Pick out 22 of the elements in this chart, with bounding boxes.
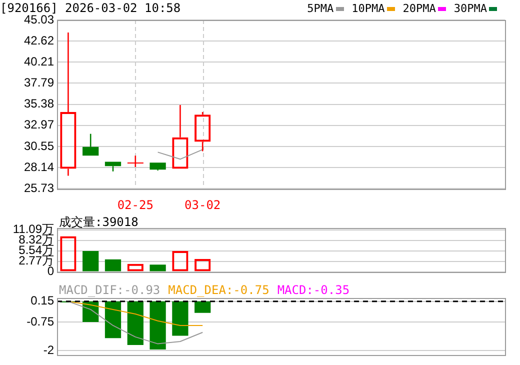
annotation: 成交量:39018 [59,215,138,229]
legend-label: 10PMA [352,2,386,15]
y-tick-label: 35.38 [24,96,54,111]
chart-title: [920166] 2026-03-02 10:58 [0,1,181,15]
y-tick-label: 28.14 [24,160,54,174]
x-tick-label: 02-25 [117,198,154,212]
y-tick-label: 30.55 [24,138,54,153]
y-tick-label: -2 [43,342,54,357]
y-tick-label: -0.75 [26,314,54,328]
legend-label: 5PMA [307,2,335,15]
text: MACD:-0.35 [277,283,350,297]
y-tick-label: 25.73 [24,180,54,195]
y-tick-label: 37.79 [24,76,54,90]
y-tick-label: 42.62 [24,33,54,48]
y-tick-label: 40.21 [24,54,54,68]
series-label: MACD_DIF:-0.93 [59,283,160,297]
legend-label: 30PMA [454,2,488,15]
text: MACD_DEA:-0.75 [168,283,270,297]
y-tick-label: 0.15 [30,294,54,308]
legend-label: 20PMA [402,2,437,15]
x-tick-label: 03-02 [184,198,221,212]
y-tick-label: 32.97 [24,118,54,132]
